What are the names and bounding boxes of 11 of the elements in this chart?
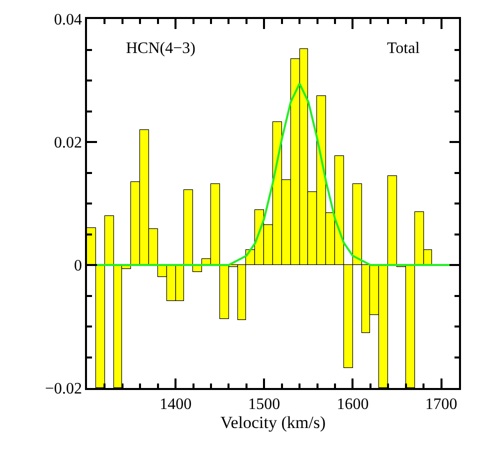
x-tick-label: 1600: [336, 396, 369, 413]
y-tick-label: 0.04: [54, 12, 82, 29]
annotation: HCN(4−3): [126, 40, 196, 57]
x-tick-label: 1500: [248, 396, 280, 413]
y-tick-label: 0.02: [54, 134, 82, 152]
x-axis-title: Velocity (km/s): [220, 412, 326, 432]
y-tick-label: 0: [74, 258, 82, 275]
y-tick-label: −0.02: [45, 380, 82, 398]
x-tick-label: 1700: [425, 396, 458, 413]
annotation: Total: [387, 40, 420, 57]
x-tick-label: 1400: [160, 396, 192, 413]
